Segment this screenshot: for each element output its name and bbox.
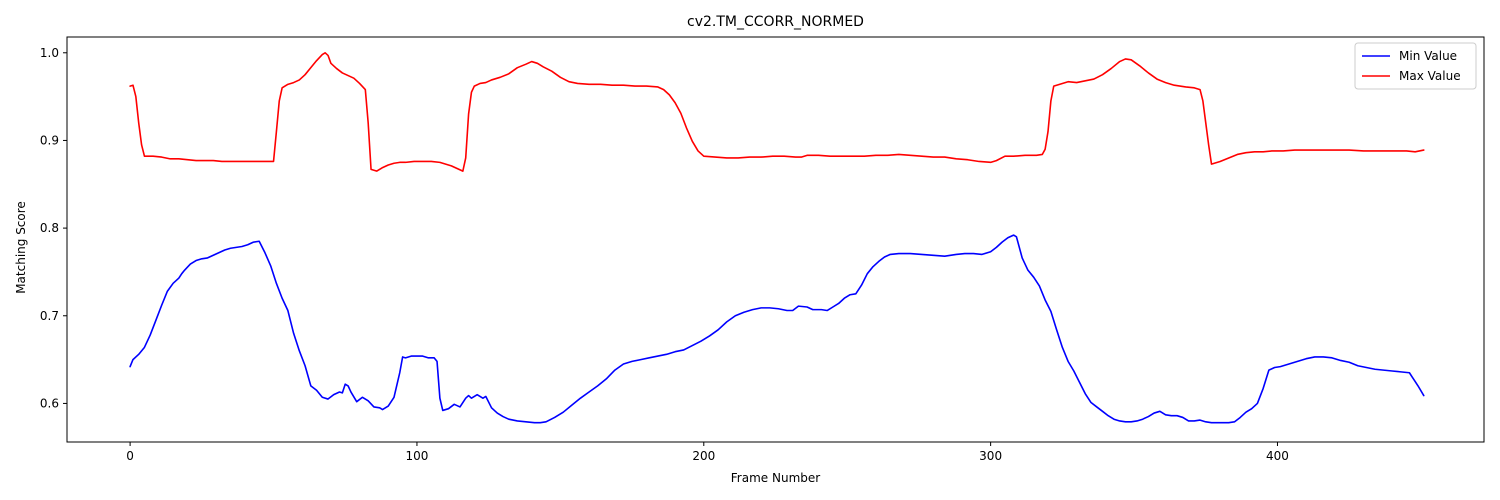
y-tick-label: 0.8 [40,221,59,235]
y-axis-label: Matching Score [14,201,28,294]
x-axis-label: Frame Number [731,471,820,485]
series-line-min-value [129,234,1425,424]
plot-frame [66,36,1485,443]
x-tick-label: 0 [126,449,134,463]
legend-box [1354,42,1477,90]
y-tick-label: 0.6 [40,396,59,410]
x-tick-label: 300 [979,449,1002,463]
legend-label: Max Value [1399,69,1461,83]
x-tick-label: 400 [1266,449,1289,463]
x-axis: 0 100 200 300 400 [126,442,1289,463]
legend-label: Min Value [1399,49,1457,63]
y-tick-label: 0.9 [40,133,59,147]
chart-title: cv2.TM_CCORR_NORMED [687,14,864,30]
legend: Min Value Max Value [1354,42,1477,90]
series-line-max-value [129,51,1425,172]
x-tick-label: 100 [405,449,428,463]
y-axis: 0.6 0.7 0.8 0.9 1.0 [40,46,67,410]
y-tick-label: 0.7 [40,309,59,323]
y-tick-label: 1.0 [40,46,59,60]
plot-area [129,51,1425,424]
x-tick-label: 200 [692,449,715,463]
